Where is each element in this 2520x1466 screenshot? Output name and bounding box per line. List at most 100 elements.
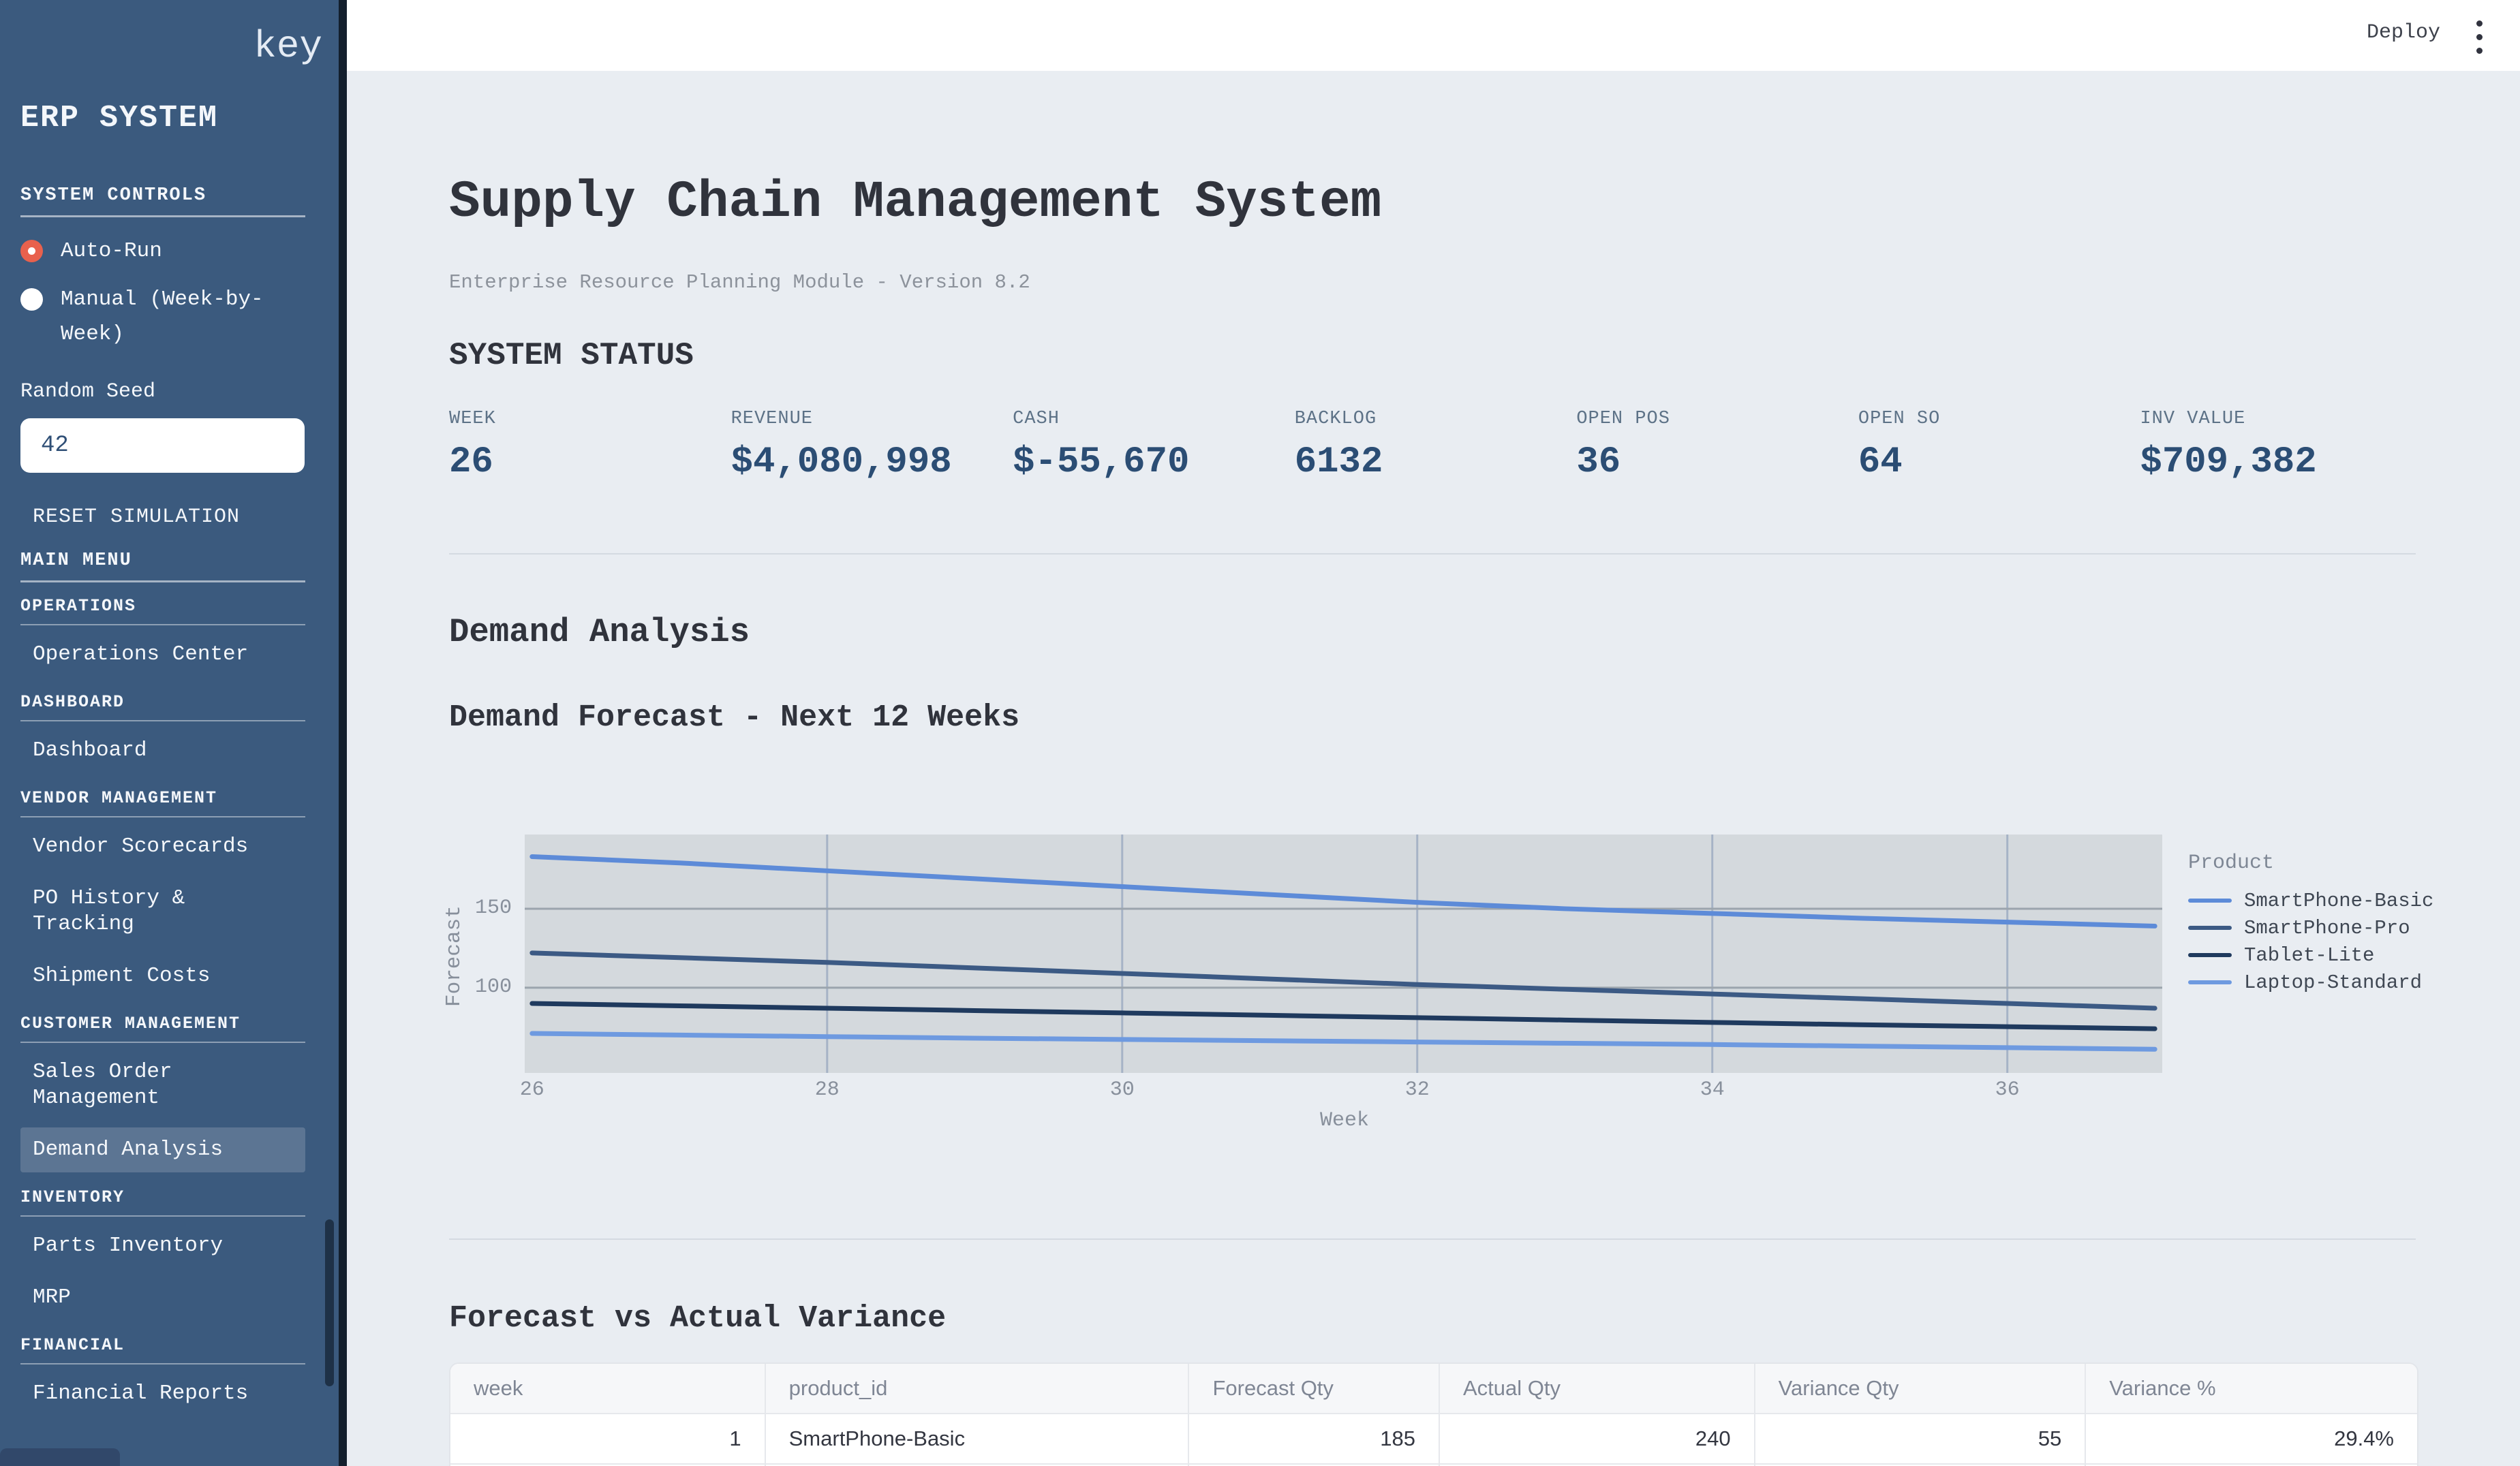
metric-backlog: BACKLOG 6132 [1295, 409, 1577, 483]
deploy-button[interactable]: Deploy [2363, 20, 2444, 45]
legend-title: Product [2188, 852, 2275, 875]
reset-simulation-button[interactable]: RESET SIMULATION [33, 505, 241, 529]
sidebar-item-vendor-scorecards[interactable]: Vendor Scorecards [33, 835, 249, 858]
sidebar-bottom-bar [0, 1448, 120, 1466]
table-row: 1 SmartPhone-Basic 185 240 55 29.4% [450, 1413, 2417, 1464]
x-axis-title: Week [1319, 1109, 1369, 1132]
divider [20, 624, 305, 625]
sidebar-item-sales-order-management[interactable]: Sales Order Management [33, 1060, 172, 1110]
metric-value: $4,080,998 [731, 441, 952, 483]
legend-swatch-icon [2188, 926, 2232, 930]
metric-value: $709,382 [2140, 441, 2317, 483]
overflow-menu-icon[interactable] [2465, 18, 2493, 56]
system-controls-panel: SYSTEM CONTROLS Auto-Run Manual (Week-by-… [20, 185, 305, 529]
metric-label: WEEK [449, 409, 496, 429]
metric-label: REVENUE [731, 409, 813, 429]
metric-revenue: REVENUE $4,080,998 [731, 409, 1013, 483]
main-area: Deploy Supply Chain Management System En… [347, 0, 2520, 1466]
metric-value: 6132 [1294, 441, 1383, 483]
radio-selected-icon[interactable] [20, 240, 43, 262]
radio-label: Auto-Run [61, 239, 162, 263]
sidebar-item-po-history-tracking[interactable]: PO History & Tracking [33, 886, 185, 936]
metric-value: 36 [1576, 441, 1621, 483]
metrics-row: WEEK 26 REVENUE $4,080,998 CASH $-55,670 BACKL… [449, 409, 2422, 483]
sidebar-item-demand-analysis[interactable]: Demand Analysis [20, 1127, 305, 1172]
system-status-header: SYSTEM STATUS [449, 338, 694, 373]
system-controls-header: SYSTEM CONTROLS [20, 185, 207, 206]
legend-item-tablet-lite: Tablet-Lite [2188, 941, 2433, 969]
sidebar-title: ERP SYSTEM [20, 101, 219, 136]
menu-section-header: DASHBOARD [20, 692, 125, 712]
y-tick-150: 150 [474, 896, 512, 920]
series-line-laptop-standard [529, 1031, 2157, 1052]
column-header-actual-qty: Actual Qty [1439, 1364, 1755, 1414]
y-axis-title: Forecast [442, 905, 466, 1008]
menu-section-vendor-management: VENDOR MANAGEMENT Vendor Scorecards PO His… [20, 788, 305, 999]
main-menu-header: MAIN MENU [20, 550, 132, 571]
cell-actual-qty: 240 [1439, 1413, 1755, 1464]
watermark-text: key [253, 25, 322, 68]
divider [20, 215, 305, 217]
metric-label: INV VALUE [2140, 409, 2246, 429]
metric-label: BACKLOG [1294, 409, 1377, 429]
sidebar-item-parts-inventory[interactable]: Parts Inventory [33, 1234, 224, 1258]
chart-legend: Product SmartPhone-Basic SmartPhone-Pro Ta… [2188, 852, 2433, 996]
radio-unselected-icon[interactable] [20, 288, 43, 311]
seed-label: Random Seed [20, 380, 156, 403]
legend-swatch-icon [2188, 980, 2232, 984]
sidebar-item-dashboard[interactable]: Dashboard [33, 738, 147, 762]
metric-open-so: OPEN SO 64 [1858, 409, 2140, 483]
sidebar: key ERP SYSTEM SYSTEM CONTROLS Auto-Run M… [0, 0, 339, 1466]
cell-forecast-qty: 185 [1188, 1413, 1440, 1464]
divider [20, 1215, 305, 1217]
x-tick-32: 32 [1404, 1078, 1430, 1102]
radio-option-auto-run[interactable]: Auto-Run [20, 234, 305, 268]
run-mode-radio-group: Auto-Run Manual (Week-by-Week) [20, 234, 305, 352]
x-tick-26: 26 [519, 1078, 544, 1102]
divider [20, 1042, 305, 1043]
column-header-variance: Variance % [2085, 1364, 2417, 1414]
x-tick-34: 34 [1700, 1078, 1725, 1102]
sidebar-item-financial-reports[interactable]: Financial Reports [33, 1382, 249, 1405]
cell-empty [765, 1463, 1190, 1466]
main-menu: MAIN MENU OPERATIONS Operations Center DAS… [20, 550, 305, 1431]
cell-empty [2085, 1463, 2417, 1466]
legend-swatch-icon [2188, 899, 2232, 903]
menu-sections: OPERATIONS Operations Center DASHBOARD Dash… [20, 596, 305, 1416]
cell-empty [1439, 1463, 1755, 1466]
menu-section-dashboard: DASHBOARD Dashboard [20, 692, 305, 773]
metric-value: $-55,670 [1013, 441, 1190, 483]
menu-section-header: INVENTORY [20, 1187, 125, 1207]
menu-section-inventory: INVENTORY Parts Inventory MRP [20, 1187, 305, 1320]
series-line-tablet-lite [529, 1001, 2157, 1031]
divider [20, 1363, 305, 1364]
divider [20, 720, 305, 721]
legend-label: Tablet-Lite [2244, 943, 2375, 967]
sidebar-item-shipment-costs[interactable]: Shipment Costs [33, 964, 211, 988]
page-title: Supply Chain Management System [449, 173, 1382, 232]
cell-empty [1188, 1463, 1440, 1466]
cell-week: 1 [450, 1413, 766, 1464]
table-row-clipped [450, 1463, 2417, 1466]
page-subtitle: Enterprise Resource Planning Module - Ve… [449, 271, 1030, 294]
x-tick-30: 30 [1109, 1078, 1135, 1102]
sidebar-item-operations-center[interactable]: Operations Center [33, 642, 249, 666]
demand-forecast-chart[interactable] [525, 835, 2162, 1073]
menu-section-financial: FINANCIAL Financial Reports [20, 1335, 305, 1416]
radio-option-manual-week-by-week[interactable]: Manual (Week-by-Week) [20, 282, 305, 352]
top-toolbar: Deploy [347, 0, 2520, 71]
metric-value: 64 [1858, 441, 1903, 483]
sidebar-scrollbar-thumb[interactable] [325, 1219, 334, 1386]
legend-label: SmartPhone-Pro [2244, 916, 2410, 939]
legend-label: Laptop-Standard [2244, 971, 2423, 994]
sidebar-item-mrp[interactable]: MRP [33, 1285, 71, 1309]
menu-section-customer-management: CUSTOMER MANAGEMENT Sales Order Managemen… [20, 1014, 305, 1172]
menu-section-header: CUSTOMER MANAGEMENT [20, 1014, 241, 1033]
radio-label: Manual (Week-by-Week) [61, 287, 264, 346]
metric-week: WEEK 26 [449, 409, 731, 483]
cell-product-id: SmartPhone-Basic [765, 1413, 1190, 1464]
variance-table[interactable]: week product_id Forecast Qty Actual Qty Vari… [449, 1362, 2418, 1466]
demand-analysis-header: Demand Analysis [449, 613, 750, 651]
seed-input[interactable]: 42 [20, 418, 305, 473]
